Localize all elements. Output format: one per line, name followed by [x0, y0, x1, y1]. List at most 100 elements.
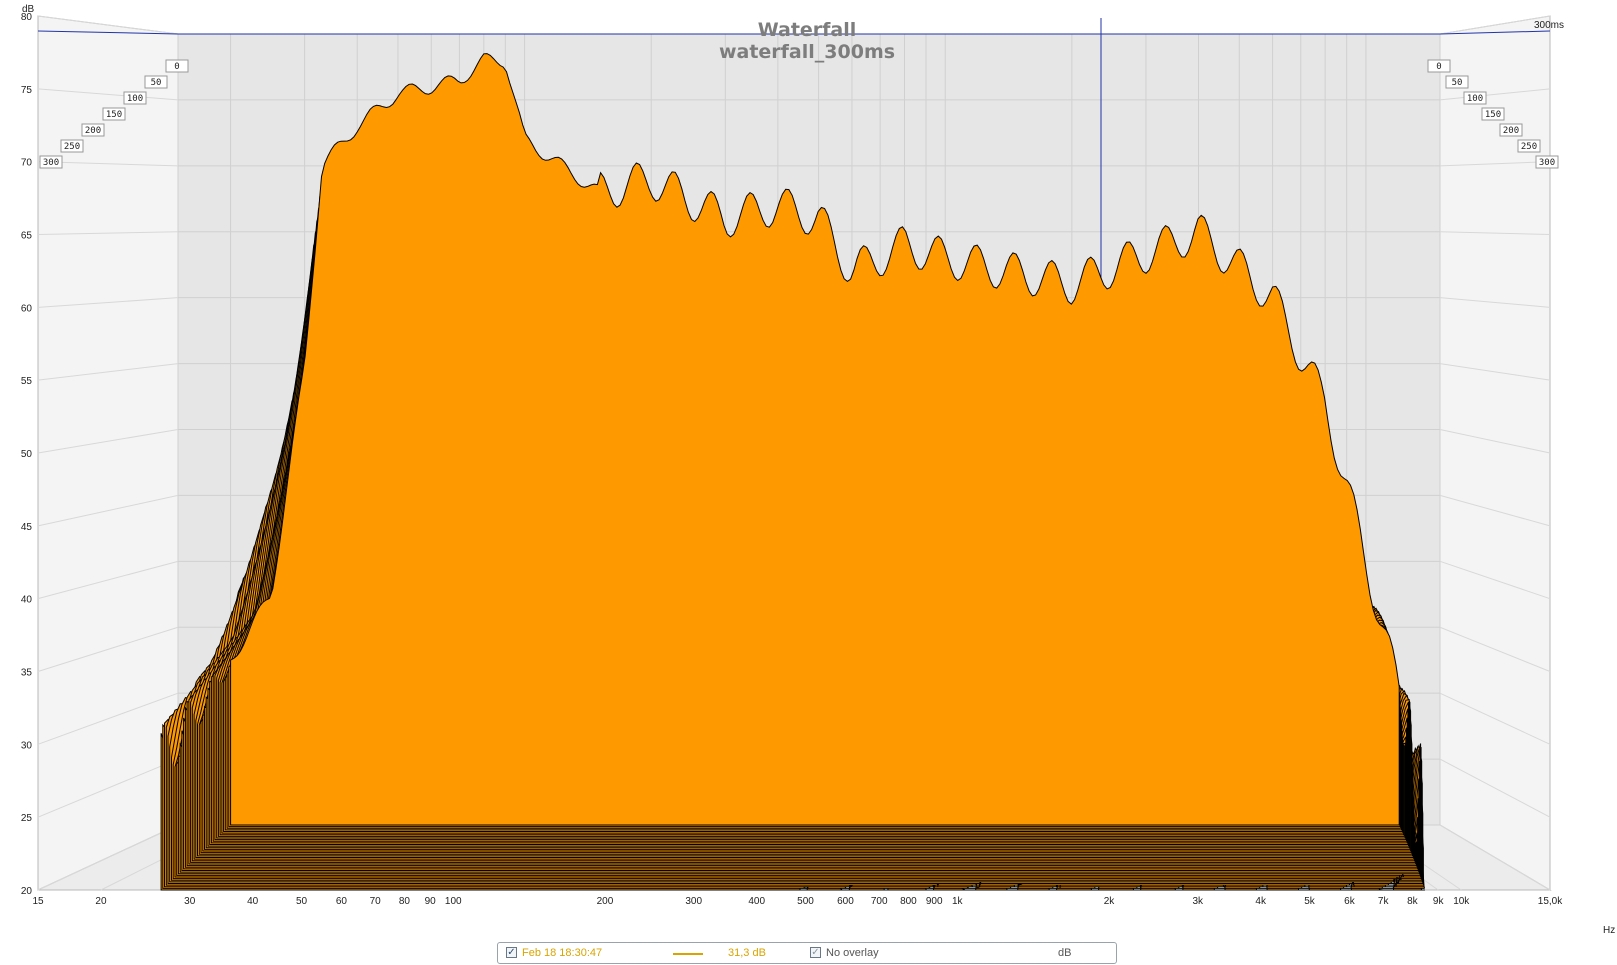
x-tick-label: 300: [685, 896, 702, 907]
x-tick-label: 40: [247, 896, 259, 907]
x-tick-label: 900: [926, 896, 943, 907]
wall-gridline: [37, 429, 179, 454]
waterfall-slice: [230, 53, 1400, 826]
wall-gridline: [37, 231, 179, 235]
overlay-label: No overlay: [826, 947, 879, 959]
x-tick-label: 80: [399, 896, 411, 907]
wall-gridline: [1439, 231, 1551, 235]
x-tick-label: 3k: [1192, 896, 1204, 907]
x-tick-label: 800: [900, 896, 917, 907]
wall-gridline: [1439, 363, 1551, 381]
chart-title: Waterfall: [758, 19, 857, 41]
x-tick-label: 50: [296, 896, 308, 907]
y-tick-label: 70: [21, 158, 33, 169]
time-slice-label: 50: [1445, 75, 1469, 89]
wall-gridline: [37, 88, 179, 101]
x-tick-label: 8k: [1407, 896, 1419, 907]
measurement-line-swatch: [673, 953, 703, 955]
top-ref-line: [37, 30, 179, 35]
wall-gridline: [1439, 429, 1551, 454]
wall-gridline: [1439, 494, 1551, 527]
wall-gridline: [1439, 161, 1551, 167]
x-tick-label: 6k: [1344, 896, 1356, 907]
svg-text:250: 250: [1521, 142, 1537, 152]
x-tick-label: 2k: [1104, 896, 1116, 907]
y-tick-label: 60: [21, 303, 33, 314]
level-value: 31,3 dB: [728, 947, 766, 959]
time-slice-label: 100: [1463, 91, 1487, 105]
svg-text:0: 0: [1436, 62, 1441, 72]
y-tick-label: 50: [21, 449, 33, 460]
svg-text:150: 150: [106, 110, 122, 120]
svg-text:0: 0: [174, 62, 179, 72]
svg-text:200: 200: [1503, 126, 1519, 136]
y-tick-label: 35: [21, 668, 33, 679]
top-ref-line: [1439, 30, 1551, 35]
x-tick-label: 90: [425, 896, 437, 907]
wall-gridline: [1439, 824, 1551, 891]
x-tick-label: 500: [797, 896, 814, 907]
y-tick-label: 75: [21, 85, 33, 96]
wall-gridline: [1439, 297, 1551, 308]
wall-gridline: [1439, 15, 1551, 35]
time-slice-label: 150: [102, 107, 126, 121]
measurement-label: Feb 18 18:30:47: [522, 947, 603, 959]
wall-gridline: [37, 363, 179, 381]
y-tick-label: 45: [21, 522, 33, 533]
y-tick-label: 65: [21, 231, 33, 242]
y-tick-label: 30: [21, 740, 33, 751]
x-tick-label: 15: [32, 896, 44, 907]
y-tick-label: 80: [21, 12, 33, 23]
x-tick-label: 15,0k: [1538, 896, 1563, 907]
unit-label: dB: [1058, 947, 1072, 959]
wall-gridline: [37, 297, 179, 308]
x-tick-label: 200: [597, 896, 614, 907]
wall-gridline: [37, 560, 179, 600]
overlay-checkbox[interactable]: ✓: [810, 947, 821, 958]
svg-text:150: 150: [1485, 110, 1501, 120]
legend-bar: ✓ Feb 18 18:30:47 31,3 dB ✓ No overlay d…: [497, 942, 1117, 964]
x-tick-label: 600: [837, 896, 854, 907]
x-tick-label: 4k: [1255, 896, 1267, 907]
time-slice-label: 300: [39, 155, 63, 169]
svg-text:100: 100: [1467, 94, 1483, 104]
time-slice-label: 200: [1499, 123, 1523, 137]
svg-text:200: 200: [85, 126, 101, 136]
x-tick-label: 10k: [1453, 896, 1470, 907]
wall-gridline: [37, 758, 179, 818]
x-unit-label: Hz: [1603, 925, 1615, 936]
y-tick-label: 40: [21, 595, 33, 606]
wall-gridline: [1439, 626, 1551, 672]
x-tick-label: 60: [336, 896, 348, 907]
x-tick-label: 5k: [1304, 896, 1316, 907]
x-tick-label: 1k: [952, 896, 964, 907]
wall-gridline: [37, 692, 179, 745]
x-tick-label: 400: [748, 896, 765, 907]
wall-gridline: [37, 494, 179, 527]
svg-text:250: 250: [64, 142, 80, 152]
svg-text:300: 300: [43, 158, 59, 168]
time-slice-label: 100: [123, 91, 147, 105]
time-slice-label: 0: [165, 59, 189, 73]
wall-gridline: [1439, 758, 1551, 818]
wall-gridline: [1439, 88, 1551, 101]
svg-text:50: 50: [1452, 78, 1463, 88]
y-axis-label: dB: [22, 4, 35, 15]
time-slice-label: 250: [60, 139, 84, 153]
x-tick-label: 700: [871, 896, 888, 907]
x-tick-label: 100: [445, 896, 462, 907]
time-slice-label: 0: [1427, 59, 1451, 73]
wall-gridline: [37, 15, 179, 35]
x-tick-label: 30: [184, 896, 196, 907]
y-tick-label: 20: [21, 886, 33, 897]
time-slice-label: 200: [81, 123, 105, 137]
wall-gridline: [1439, 692, 1551, 745]
measurement-checkbox[interactable]: ✓: [506, 947, 517, 958]
wall-gridline: [37, 626, 179, 672]
x-tick-label: 20: [95, 896, 107, 907]
wall-gridline: [37, 824, 179, 891]
x-tick-label: 9k: [1433, 896, 1445, 907]
left-wall: [37, 15, 179, 891]
svg-text:300: 300: [1539, 158, 1555, 168]
